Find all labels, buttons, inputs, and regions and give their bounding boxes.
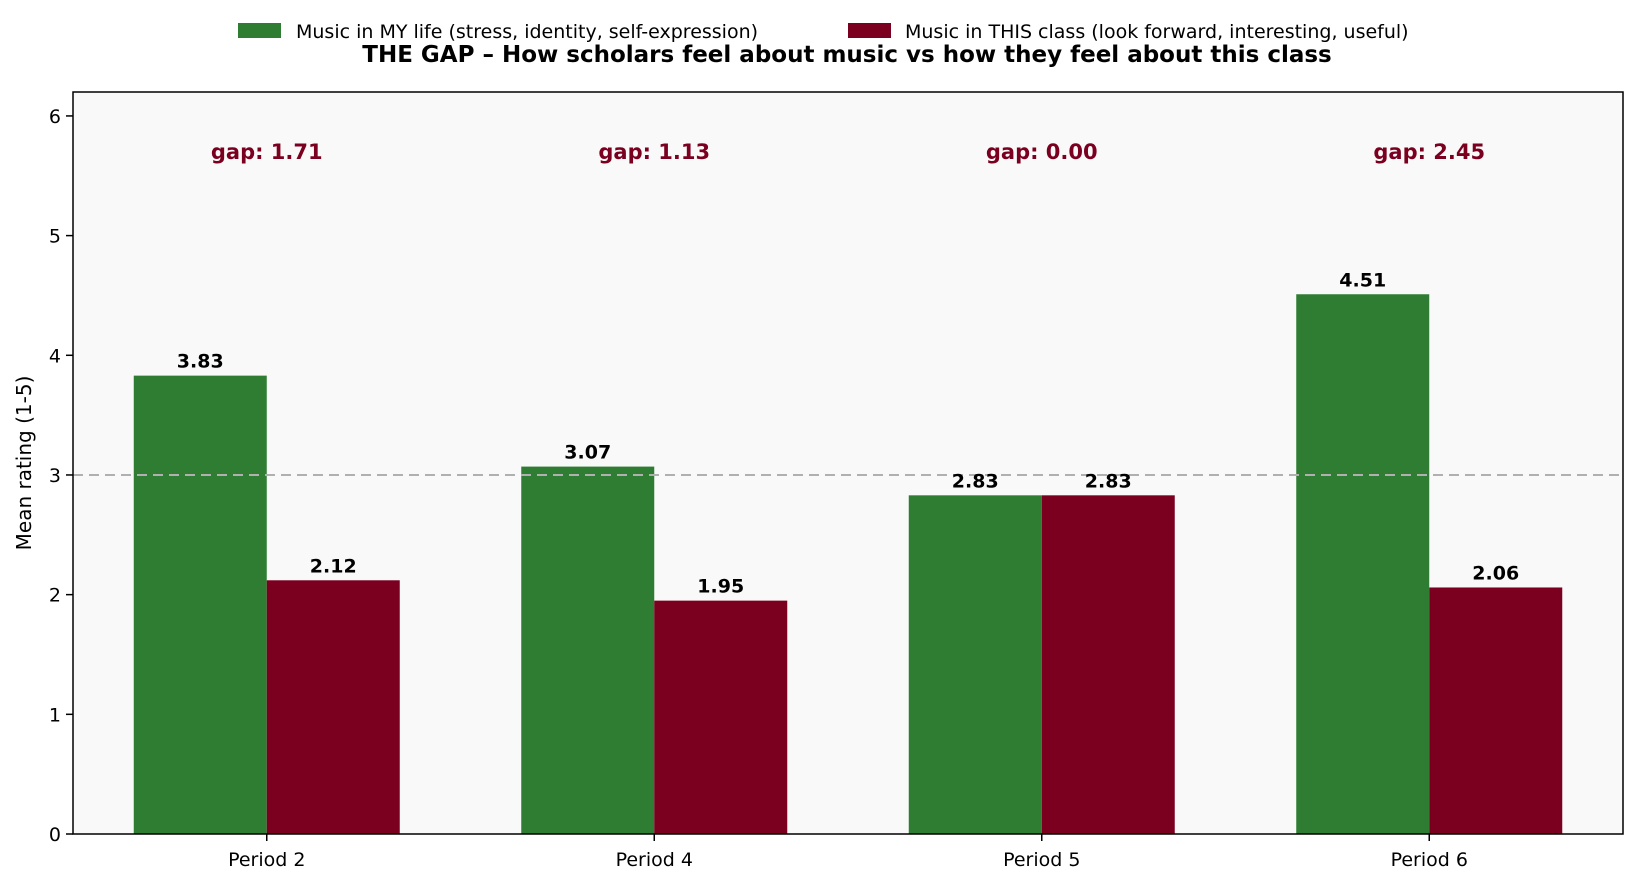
bar-label-class-1: 2.12: [310, 555, 357, 577]
gap-label-1: gap: 1.71: [211, 140, 323, 164]
bar-label-life-1: 3.83: [177, 351, 224, 373]
bar-life-3: [908, 495, 1042, 834]
chart-title: THE GAP – How scholars feel about music …: [362, 42, 1331, 68]
gap-label-2: gap: 1.13: [598, 140, 710, 164]
y-tick-label: 2: [49, 585, 61, 607]
legend-label-2: Music in THIS class (look forward, inter…: [905, 21, 1409, 43]
legend-swatch-2: [848, 23, 891, 38]
bars: [133, 294, 1563, 834]
x-tick-label: Period 4: [616, 849, 693, 871]
gap-label-4: gap: 2.45: [1373, 140, 1485, 164]
bar-class-1: [266, 580, 400, 834]
bar-class-3: [1041, 495, 1175, 834]
bar-label-life-3: 2.83: [952, 470, 999, 492]
bar-label-life-4: 4.51: [1339, 269, 1386, 291]
y-tick-label: 1: [49, 704, 61, 726]
x-tick-label: Period 6: [1391, 849, 1468, 871]
x-tick-label: Period 5: [1003, 849, 1080, 871]
bar-life-2: [521, 466, 655, 834]
y-tick-label: 4: [49, 345, 61, 367]
legend: Music in MY life (stress, identity, self…: [238, 21, 1409, 43]
legend-label-1: Music in MY life (stress, identity, self…: [296, 21, 758, 43]
gap-labels: gap: 1.71 gap: 1.13 gap: 0.00 gap: 2.45: [211, 140, 1485, 164]
y-axis: 0 1 2 3 4 5 6: [49, 106, 73, 846]
bar-label-class-4: 2.06: [1472, 562, 1519, 584]
bar-label-life-2: 3.07: [564, 442, 611, 464]
y-tick-label: 3: [49, 465, 61, 487]
legend-swatch-1: [238, 23, 281, 38]
bar-life-1: [133, 375, 267, 834]
bar-label-class-2: 1.95: [697, 576, 744, 598]
bar-label-class-3: 2.83: [1085, 470, 1132, 492]
x-axis: Period 2 Period 4 Period 5 Period 6: [228, 834, 1468, 871]
plot-frame: [72, 91, 1624, 835]
y-axis-label: Mean rating (1-5): [12, 376, 36, 551]
x-tick-label: Period 2: [228, 849, 305, 871]
y-tick-label: 6: [49, 106, 61, 128]
gap-label-3: gap: 0.00: [986, 140, 1098, 164]
bar-class-2: [654, 600, 788, 834]
bar-labels: 3.83 2.12 3.07 1.95 2.83 2.83 4.51 2.06: [177, 269, 1519, 597]
bar-class-4: [1429, 587, 1563, 834]
y-tick-label: 5: [49, 226, 61, 248]
bar-life-4: [1296, 294, 1430, 834]
y-tick-label: 0: [49, 824, 61, 846]
